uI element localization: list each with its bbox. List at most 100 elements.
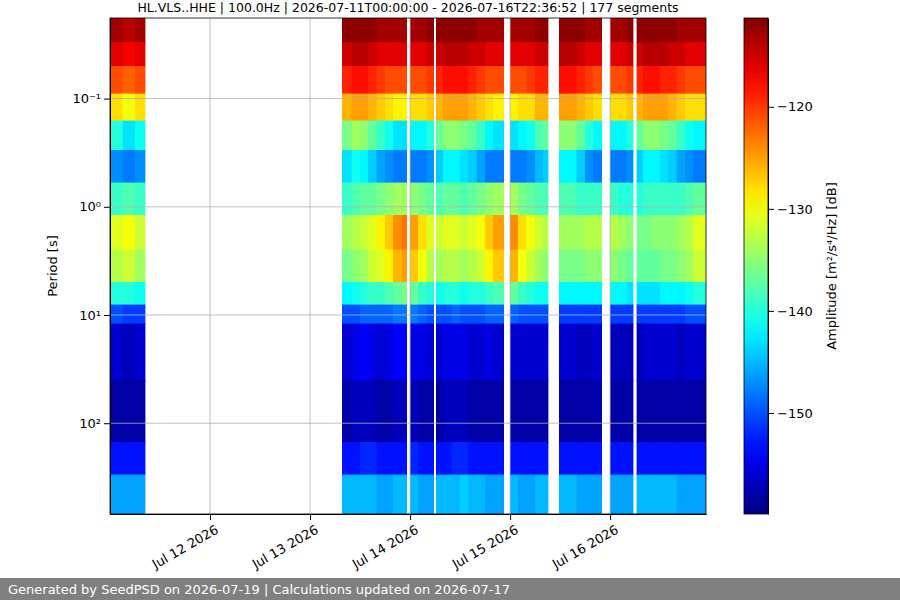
cell [460,94,468,121]
cell [643,215,651,249]
cell [527,150,535,183]
cell [402,442,407,475]
y-tick: 10¹ [79,308,110,323]
cell [368,66,376,94]
cell [652,94,660,121]
cell [110,18,123,42]
cell [427,282,434,304]
cell [685,42,693,66]
cell [637,18,644,42]
cell [652,324,660,381]
cell [559,324,568,381]
cell [452,18,460,42]
cell [385,18,393,42]
cell [485,18,493,42]
footer-bar [0,578,900,600]
cell [477,215,485,249]
cell [452,42,460,66]
cell [360,324,368,381]
cell [477,250,485,283]
cell [477,324,485,381]
cell [410,150,418,183]
cell [410,282,418,304]
cell [652,215,660,249]
cell [385,66,393,94]
cell [543,94,548,121]
cell [123,250,136,283]
cell [610,442,618,475]
cell [610,183,618,216]
cell [393,380,401,442]
cell [443,150,451,183]
cell [493,324,503,381]
cell [352,94,360,121]
cell [342,150,351,183]
cell [468,121,476,151]
cell [693,250,706,283]
cell [618,475,626,514]
cell [610,282,618,304]
cell [627,42,633,66]
cell [568,380,576,442]
cell [610,380,618,442]
cell [443,475,451,514]
cell [643,282,651,304]
colorbar-tick: −120 [768,99,813,114]
cell [510,475,518,514]
x-tick: Jul 14 2026 [349,514,421,572]
cell [543,121,548,151]
cell [123,150,136,183]
cell [593,215,601,249]
cell [436,150,443,183]
cell [585,250,593,283]
cell [668,18,676,42]
cell [593,121,601,151]
cell [493,183,503,216]
cell [477,42,485,66]
cell [460,250,468,283]
colorbar-tick-mark [768,311,774,312]
cell [443,94,451,121]
y-tick-label: 10⁻¹ [72,91,101,106]
cell [427,250,434,283]
cell [110,121,123,151]
cell [643,66,651,94]
cell [577,183,585,216]
cell [618,183,626,216]
cell [468,94,476,121]
cell [610,150,618,183]
cell [110,442,123,475]
cell [577,442,585,475]
cell [393,121,401,151]
cell [577,215,585,249]
cell [460,66,468,94]
cell [585,324,593,381]
cell [685,305,693,324]
cell [518,475,526,514]
cell [585,42,593,66]
cell [518,18,526,42]
cell [443,380,451,442]
cell [677,305,685,324]
cell [468,250,476,283]
cell [668,66,676,94]
cell [468,183,476,216]
cell [577,305,585,324]
cell [535,150,543,183]
cell [135,475,145,514]
cell [123,475,136,514]
cell [477,380,485,442]
cell [393,305,401,324]
cell [643,150,651,183]
cell [468,442,476,475]
cell [460,305,468,324]
grid-line-y [110,98,706,99]
cell [660,282,668,304]
cell [452,324,460,381]
cell [377,282,385,304]
cell [543,42,548,66]
cell [436,183,443,216]
cell [135,94,145,121]
cell [418,442,426,475]
cell [527,475,535,514]
